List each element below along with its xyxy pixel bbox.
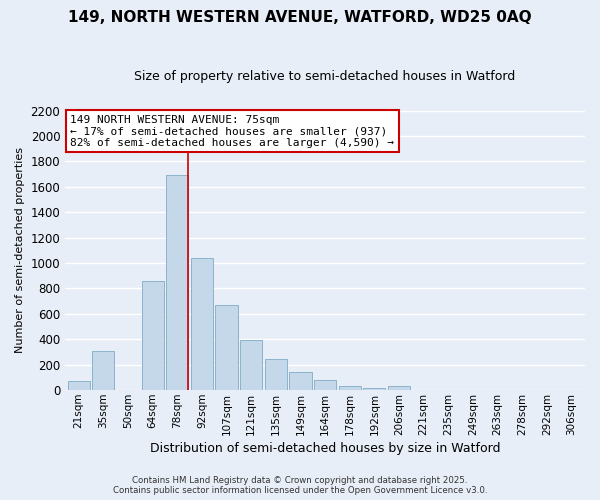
- X-axis label: Distribution of semi-detached houses by size in Watford: Distribution of semi-detached houses by …: [150, 442, 500, 455]
- Bar: [388, 386, 410, 390]
- Bar: [363, 388, 385, 390]
- Bar: [314, 380, 336, 390]
- Title: Size of property relative to semi-detached houses in Watford: Size of property relative to semi-detach…: [134, 70, 516, 83]
- Bar: [215, 305, 238, 390]
- Bar: [92, 351, 115, 390]
- Bar: [289, 372, 311, 390]
- Bar: [338, 386, 361, 390]
- Bar: [265, 359, 287, 390]
- Bar: [142, 281, 164, 390]
- Text: Contains HM Land Registry data © Crown copyright and database right 2025.
Contai: Contains HM Land Registry data © Crown c…: [113, 476, 487, 495]
- Bar: [191, 258, 213, 390]
- Text: 149, NORTH WESTERN AVENUE, WATFORD, WD25 0AQ: 149, NORTH WESTERN AVENUE, WATFORD, WD25…: [68, 10, 532, 25]
- Bar: [240, 340, 262, 390]
- Bar: [68, 380, 90, 390]
- Text: 149 NORTH WESTERN AVENUE: 75sqm
← 17% of semi-detached houses are smaller (937)
: 149 NORTH WESTERN AVENUE: 75sqm ← 17% of…: [70, 114, 394, 148]
- Y-axis label: Number of semi-detached properties: Number of semi-detached properties: [15, 148, 25, 354]
- Bar: [166, 176, 188, 390]
